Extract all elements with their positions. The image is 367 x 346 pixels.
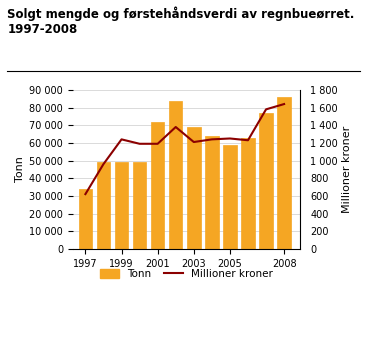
Bar xyxy=(97,162,110,249)
Bar xyxy=(133,162,146,249)
Bar xyxy=(223,145,237,249)
Bar xyxy=(115,162,128,249)
Y-axis label: Millioner kroner: Millioner kroner xyxy=(342,126,352,213)
Bar xyxy=(169,101,182,249)
Legend: Tonn, Millioner kroner: Tonn, Millioner kroner xyxy=(96,265,277,283)
Bar xyxy=(205,136,219,249)
Bar xyxy=(151,122,164,249)
Bar xyxy=(79,189,92,249)
Text: Solgt mengde og førstehåndsverdi av regnbueørret.
1997-2008: Solgt mengde og førstehåndsverdi av regn… xyxy=(7,7,355,36)
Bar xyxy=(241,138,255,249)
Y-axis label: Tonn: Tonn xyxy=(15,156,25,182)
Bar xyxy=(259,113,273,249)
Bar xyxy=(187,127,200,249)
Bar xyxy=(277,97,291,249)
